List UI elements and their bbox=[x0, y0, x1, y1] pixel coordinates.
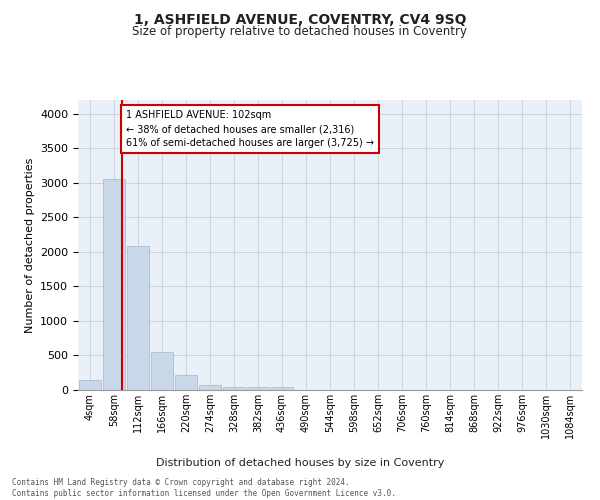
Bar bbox=[103, 180, 125, 390]
Bar bbox=[199, 385, 221, 390]
Bar bbox=[127, 246, 149, 390]
Bar bbox=[79, 380, 101, 390]
Bar bbox=[175, 375, 197, 390]
Text: Size of property relative to detached houses in Coventry: Size of property relative to detached ho… bbox=[133, 25, 467, 38]
Text: Contains HM Land Registry data © Crown copyright and database right 2024.
Contai: Contains HM Land Registry data © Crown c… bbox=[12, 478, 396, 498]
Bar bbox=[271, 387, 293, 390]
Bar bbox=[223, 386, 245, 390]
Bar bbox=[151, 352, 173, 390]
Text: Distribution of detached houses by size in Coventry: Distribution of detached houses by size … bbox=[156, 458, 444, 468]
Y-axis label: Number of detached properties: Number of detached properties bbox=[25, 158, 35, 332]
Text: 1 ASHFIELD AVENUE: 102sqm
← 38% of detached houses are smaller (2,316)
61% of se: 1 ASHFIELD AVENUE: 102sqm ← 38% of detac… bbox=[126, 110, 374, 148]
Bar bbox=[247, 387, 269, 390]
Text: 1, ASHFIELD AVENUE, COVENTRY, CV4 9SQ: 1, ASHFIELD AVENUE, COVENTRY, CV4 9SQ bbox=[134, 12, 466, 26]
